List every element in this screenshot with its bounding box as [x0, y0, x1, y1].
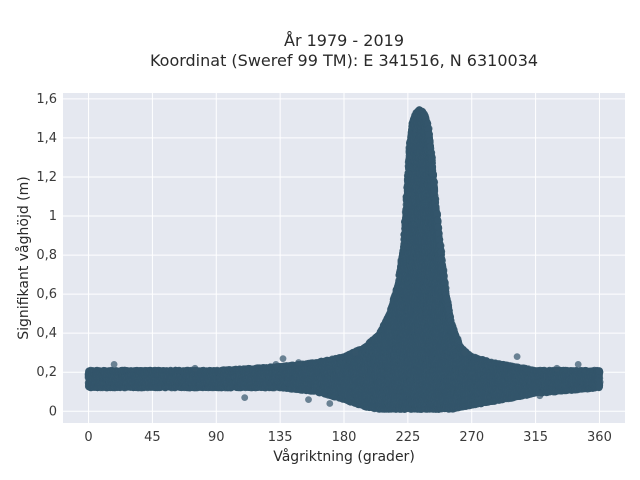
chart-container: 0 45 90 135 180 225 270 315 360 0 0,2 0,4 0,6 0,8 1 1,…: [0, 0, 640, 480]
scatter-chart: 0 45 90 135 180 225 270 315 360 00,20,40,60,811,…: [0, 0, 640, 480]
